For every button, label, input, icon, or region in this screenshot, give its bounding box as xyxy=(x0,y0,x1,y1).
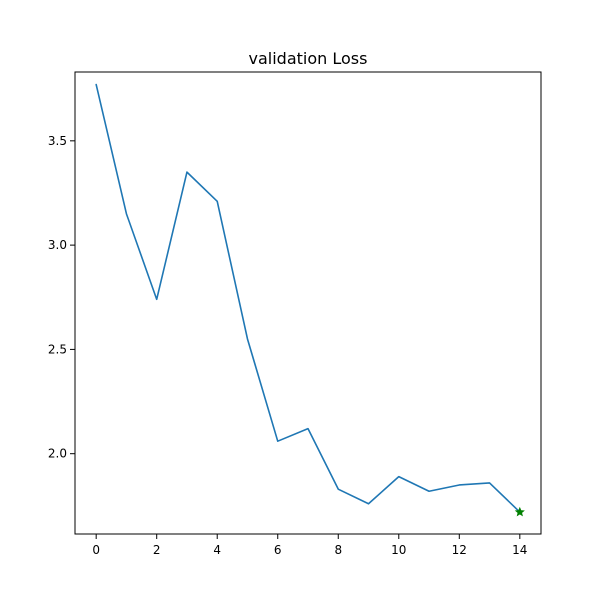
x-tick-label-8: 8 xyxy=(334,543,342,557)
plot-frame xyxy=(74,71,542,535)
y-tick-label-2.5: 2.5 xyxy=(48,342,67,356)
x-tick-label-14: 14 xyxy=(512,543,527,557)
plot-area: 0 2 4 6 8 10 12 14 2.0 2.5 3.0 3.5 xyxy=(48,71,542,557)
min-loss-star-marker xyxy=(514,506,525,517)
y-tick-label-3: 3.0 xyxy=(48,238,67,252)
x-tick-label-4: 4 xyxy=(213,543,221,557)
x-tick-label-2: 2 xyxy=(153,543,161,557)
chart-title: validation Loss xyxy=(249,49,368,68)
x-tick-label-6: 6 xyxy=(274,543,282,557)
x-tick-label-0: 0 xyxy=(92,543,100,557)
validation-loss-line xyxy=(95,83,521,513)
x-tick-label-12: 12 xyxy=(452,543,467,557)
x-tick-label-10: 10 xyxy=(391,543,406,557)
y-tick-label-2: 2.0 xyxy=(48,447,67,461)
y-tick-label-3.5: 3.5 xyxy=(48,134,67,148)
